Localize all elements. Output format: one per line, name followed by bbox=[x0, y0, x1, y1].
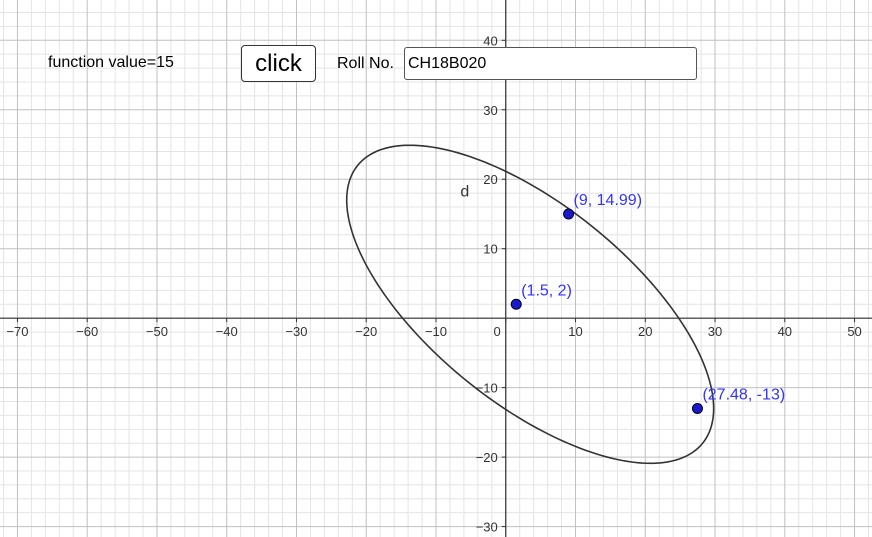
x-tick-label: −70 bbox=[6, 324, 28, 339]
x-tick-label: 30 bbox=[708, 324, 722, 339]
x-tick-label: 50 bbox=[847, 324, 861, 339]
y-tick-label: 20 bbox=[483, 172, 497, 187]
y-axis-tick-labels: −30 −20 −10 10 20 30 40 bbox=[476, 33, 506, 535]
x-axis-tick-labels: −70 −60 −50 −40 −30 −20 −10 0 10 20 30 40 50 bbox=[6, 318, 862, 339]
point-label: (27.48, -13) bbox=[702, 386, 785, 403]
point-label: (9, 14.99) bbox=[574, 192, 642, 209]
point-marker[interactable] bbox=[510, 298, 522, 310]
y-tick-label: 10 bbox=[483, 242, 497, 257]
point-label: (1.5, 2) bbox=[521, 282, 572, 299]
x-tick-label: −40 bbox=[216, 324, 238, 339]
roll-number-label: Roll No. bbox=[337, 55, 394, 72]
click-button[interactable]: click bbox=[241, 45, 316, 82]
x-tick-label: −60 bbox=[76, 324, 98, 339]
x-tick-label: −20 bbox=[355, 324, 377, 339]
point-marker[interactable] bbox=[691, 402, 703, 414]
points: (9, 14.99) (1.5, 2) (27.48, -13) bbox=[510, 192, 785, 414]
y-tick-label: −30 bbox=[476, 520, 498, 535]
function-value-text: function value=15 bbox=[48, 54, 174, 71]
x-tick-label: 40 bbox=[778, 324, 792, 339]
ellipse-label: d bbox=[460, 184, 469, 201]
x-tick-label: −30 bbox=[285, 324, 307, 339]
x-tick-label: 20 bbox=[638, 324, 652, 339]
y-tick-label: 30 bbox=[483, 103, 497, 118]
x-tick-label: −10 bbox=[425, 324, 447, 339]
y-tick-label: 40 bbox=[483, 33, 497, 48]
y-tick-label: −20 bbox=[476, 450, 498, 465]
roll-number-input[interactable] bbox=[404, 47, 697, 80]
ellipse-d[interactable] bbox=[345, 144, 715, 465]
y-tick-label: −10 bbox=[476, 381, 498, 396]
point-marker[interactable] bbox=[563, 208, 575, 220]
x-tick-label: 0 bbox=[494, 324, 501, 339]
x-tick-label: 10 bbox=[568, 324, 582, 339]
x-tick-label: −50 bbox=[146, 324, 168, 339]
